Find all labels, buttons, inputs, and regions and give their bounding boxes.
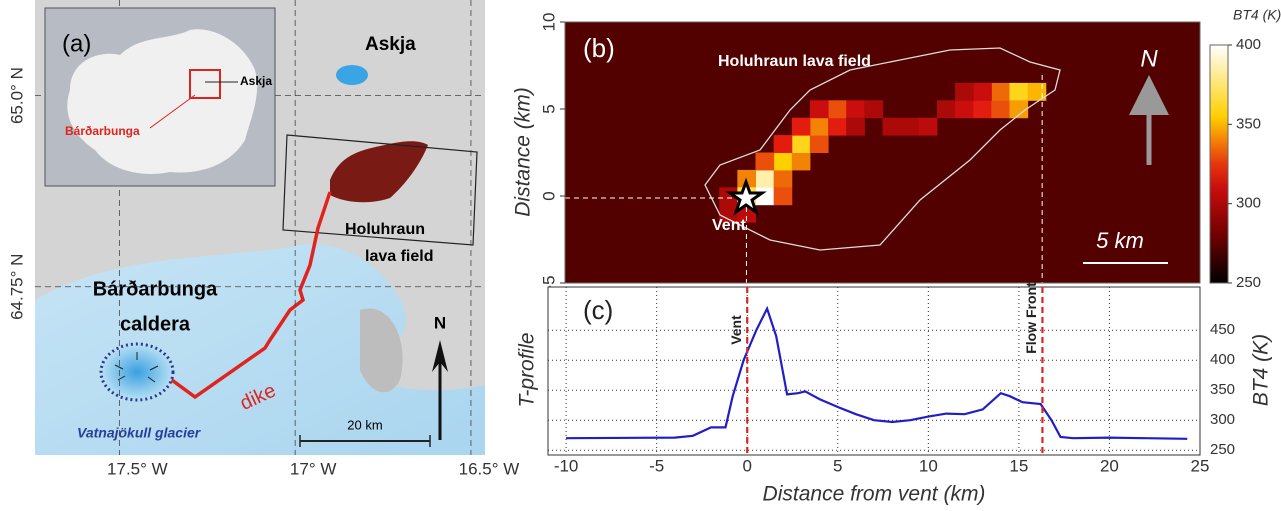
heat-cell: [792, 153, 811, 171]
y-tick-label: 250: [1210, 441, 1235, 458]
y-tick-label: 65.0° N: [7, 67, 26, 124]
heat-cell: [973, 100, 992, 118]
heat-cell: [883, 118, 902, 136]
colorbar-tick-label: 400: [1236, 36, 1261, 53]
label: Askja: [365, 34, 416, 55]
x-tick-label: 17° W: [290, 459, 336, 478]
colorbar: [1210, 45, 1228, 283]
y-axis-label: T-profile: [516, 332, 539, 407]
label: Holuhraun lava field: [718, 53, 871, 70]
label: lava field: [365, 248, 433, 265]
heat-cell: [901, 118, 920, 136]
label: Holuhraun: [345, 221, 425, 238]
y-tick-label: 300: [1210, 411, 1235, 428]
label: Bárðarbunga: [93, 278, 218, 300]
heat-cell: [846, 118, 865, 136]
y-tick-label: 0: [539, 191, 558, 200]
heat-cell: [774, 153, 793, 171]
y-tick-label: 5: [539, 104, 558, 113]
label: 20 km: [347, 417, 382, 432]
x-tick-label: 0: [742, 456, 751, 475]
panel-label: (b): [583, 33, 615, 63]
figure: Askja Holuhraun lava field Bárðarbunga c…: [0, 0, 1281, 511]
x-tick-label: -10: [554, 456, 579, 475]
panel-label: (c): [583, 295, 613, 325]
heat-cell: [864, 100, 883, 118]
colorbar-title: BT4 (K): [1233, 7, 1281, 23]
y-tick-label: 450: [1210, 321, 1235, 338]
x-tick-label: 15: [1009, 456, 1028, 475]
y-tick-label: 400: [1210, 351, 1235, 368]
x-tick-label: 10: [919, 456, 938, 475]
label: Askja: [240, 74, 272, 88]
marker-label: Flow Front: [1023, 282, 1039, 354]
heat-cell: [810, 118, 829, 136]
y-tick-label: 10: [539, 13, 558, 32]
marker-label: Vent: [728, 315, 744, 345]
heat-cell: [774, 187, 793, 205]
colorbar-tick-label: 300: [1236, 195, 1261, 212]
x-tick-label: 5: [833, 456, 842, 475]
heat-cell: [756, 153, 775, 171]
page: Askja Holuhraun lava field Bárðarbunga c…: [0, 0, 1281, 511]
colorbar-tick-label: 250: [1236, 274, 1261, 291]
heat-cell: [828, 100, 847, 118]
label: N: [434, 313, 446, 332]
x-tick-label: -5: [649, 456, 664, 475]
label: N: [1140, 45, 1158, 72]
heat-cell: [810, 135, 829, 153]
heat-cell: [955, 83, 974, 101]
heat-cell: [792, 118, 811, 136]
heat-cell: [937, 100, 956, 118]
heat-cell: [973, 83, 992, 101]
y-tick-label: 350: [1210, 381, 1235, 398]
heat-cell: [828, 118, 847, 136]
heat-cell: [1010, 83, 1029, 101]
x-tick-label: 16.5° W: [459, 459, 520, 478]
label: Vent: [712, 217, 746, 234]
y-axis-label: Distance (km): [512, 87, 535, 217]
heat-cell: [792, 135, 811, 153]
heat-cell: [991, 83, 1010, 101]
heat-cell: [774, 170, 793, 188]
y-tick-label: 64.75° N: [7, 254, 26, 320]
heat-cell: [991, 100, 1010, 118]
lake: [336, 65, 368, 85]
heat-cell: [810, 100, 829, 118]
heat-cell: [955, 100, 974, 118]
x-tick-label: 20: [1100, 456, 1119, 475]
y2-axis-label: BT4 (K): [1250, 334, 1273, 406]
x-axis-label: Distance from vent (km): [763, 483, 986, 506]
panel-label: (a): [62, 30, 91, 57]
x-tick-label: 17.5° W: [107, 459, 168, 478]
label: 5 km: [1096, 228, 1144, 253]
label: Vatnajökull glacier: [77, 425, 202, 441]
label: Bárðarbunga: [65, 124, 140, 138]
heat-cell: [756, 170, 775, 188]
heat-cell: [774, 135, 793, 153]
label: caldera: [120, 313, 191, 335]
heat-cell: [919, 118, 938, 136]
plot-frame: [548, 287, 1200, 455]
map-panel: Askja Holuhraun lava field Bárðarbunga c…: [35, 0, 485, 455]
x-tick-label: 25: [1191, 456, 1210, 475]
heat-cell: [846, 100, 865, 118]
colorbar-tick-label: 350: [1236, 115, 1261, 132]
